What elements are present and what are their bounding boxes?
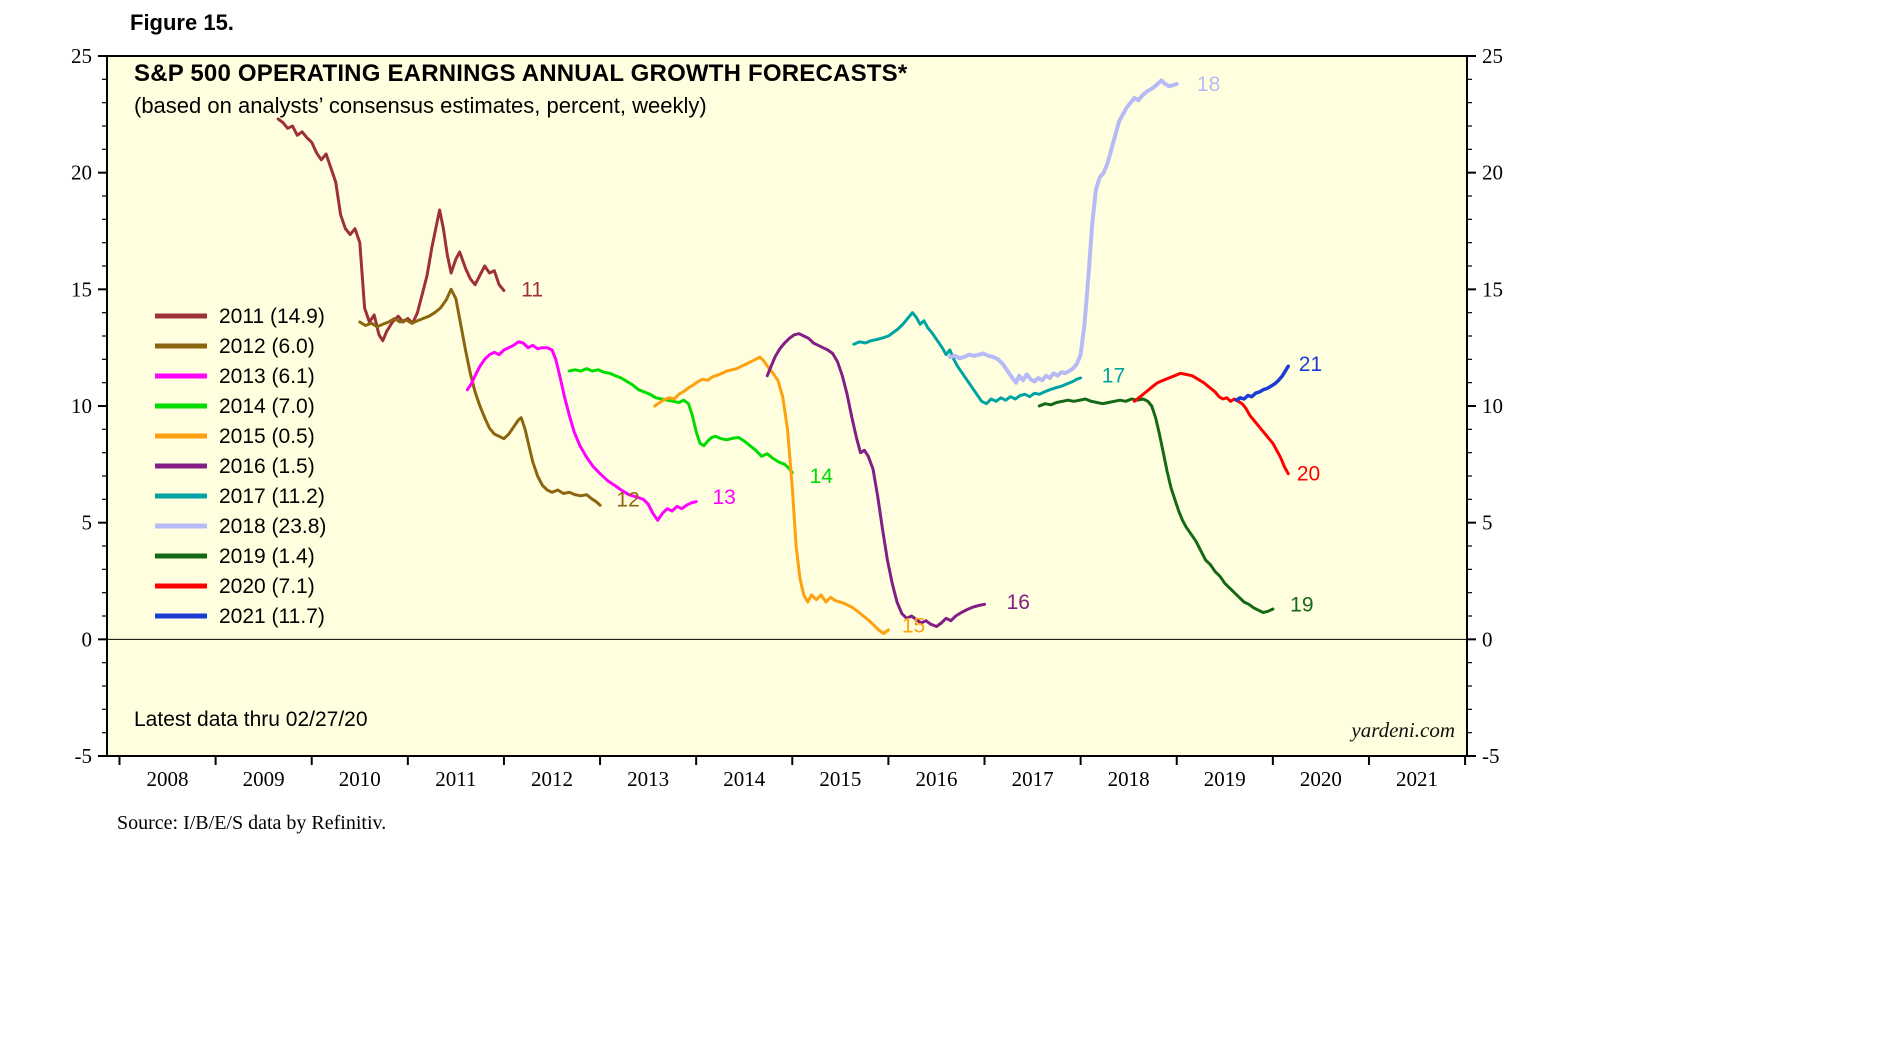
- legend-label-2018: 2018 (23.8): [219, 515, 326, 538]
- legend-label-2013: 2013 (6.1): [219, 365, 315, 388]
- series-end-label-2014: 14: [810, 465, 834, 488]
- y-tick-label-right: 0: [1482, 627, 1493, 651]
- series-line-2020: [1132, 371, 1290, 476]
- y-tick-label-left: 5: [82, 511, 93, 535]
- series-line-2012: [358, 287, 602, 507]
- legend-label-2012: 2012 (6.0): [219, 335, 315, 358]
- legend-label-2021: 2021 (11.7): [219, 605, 325, 628]
- x-tick-label: 2016: [915, 767, 957, 791]
- x-tick-label: 2013: [627, 767, 669, 791]
- series-end-label-2015: 15: [902, 614, 925, 637]
- plot-frame: [106, 55, 1468, 757]
- yardeni-watermark: yardeni.com: [1351, 718, 1455, 742]
- legend-label-2014: 2014 (7.0): [219, 395, 315, 418]
- figure-label: Figure 15.: [130, 10, 234, 35]
- y-tick-label-left: 10: [71, 394, 92, 418]
- y-tick-label-right: 5: [1482, 511, 1493, 535]
- legend-label-2015: 2015 (0.5): [219, 425, 315, 448]
- series-end-label-2012: 12: [616, 488, 639, 511]
- series-end-label-2018: 18: [1197, 73, 1220, 96]
- legend-label-2019: 2019 (1.4): [219, 545, 315, 568]
- x-tick-label: 2020: [1300, 767, 1342, 791]
- x-tick-label: 2012: [531, 767, 573, 791]
- x-tick-label: 2014: [723, 767, 766, 791]
- x-tick-label: 2021: [1396, 767, 1438, 791]
- series-end-label-2016: 16: [1007, 591, 1030, 614]
- y-tick-label-left: 25: [71, 44, 92, 68]
- y-tick-label-right: -5: [1482, 744, 1500, 768]
- series-line-2011: [276, 117, 506, 343]
- series-line-2021: [1234, 364, 1290, 402]
- series-end-label-2021: 21: [1299, 353, 1322, 376]
- x-tick-label: 2008: [147, 767, 189, 791]
- x-tick-label: 2017: [1012, 767, 1054, 791]
- y-tick-label-right: 20: [1482, 161, 1503, 185]
- x-tick-label: 2019: [1204, 767, 1246, 791]
- y-tick-label-right: 15: [1482, 277, 1503, 301]
- x-tick-label: 2018: [1108, 767, 1150, 791]
- series-line-2019: [1037, 397, 1275, 614]
- legend-label-2017: 2017 (11.2): [219, 485, 325, 508]
- series-end-label-2017: 17: [1102, 365, 1125, 388]
- legend-label-2020: 2020 (7.1): [219, 575, 315, 598]
- chart-title: S&P 500 OPERATING EARNINGS ANNUAL GROWTH…: [134, 60, 908, 87]
- series-end-label-2020: 20: [1297, 463, 1320, 486]
- y-tick-label-right: 25: [1482, 44, 1503, 68]
- y-tick-label-left: 15: [71, 277, 92, 301]
- legend-label-2016: 2016 (1.5): [219, 455, 315, 478]
- x-tick-label: 2011: [435, 767, 476, 791]
- chart-subtitle: (based on analysts’ consensus estimates,…: [134, 93, 707, 118]
- series-end-label-2013: 13: [713, 486, 736, 509]
- latest-data-note: Latest data thru 02/27/20: [134, 708, 368, 731]
- y-tick-label-left: -5: [75, 744, 93, 768]
- series-line-2013: [465, 340, 698, 522]
- x-tick-label: 2009: [243, 767, 285, 791]
- y-tick-label-left: 0: [82, 627, 93, 651]
- series-end-label-2019: 19: [1290, 593, 1313, 616]
- series-line-2014: [567, 367, 794, 474]
- x-tick-label: 2010: [339, 767, 381, 791]
- series-line-2017: [852, 311, 1083, 406]
- series-line-2016: [765, 332, 986, 628]
- y-tick-label-right: 10: [1482, 394, 1503, 418]
- series-line-2018: [947, 78, 1179, 385]
- y-tick-label-left: 20: [71, 161, 92, 185]
- x-tick-label: 2015: [819, 767, 861, 791]
- legend-label-2011: 2011 (14.9): [219, 305, 325, 328]
- series-end-label-2011: 11: [521, 278, 543, 301]
- source-line: Source: I/B/E/S data by Refinitiv.: [117, 812, 387, 834]
